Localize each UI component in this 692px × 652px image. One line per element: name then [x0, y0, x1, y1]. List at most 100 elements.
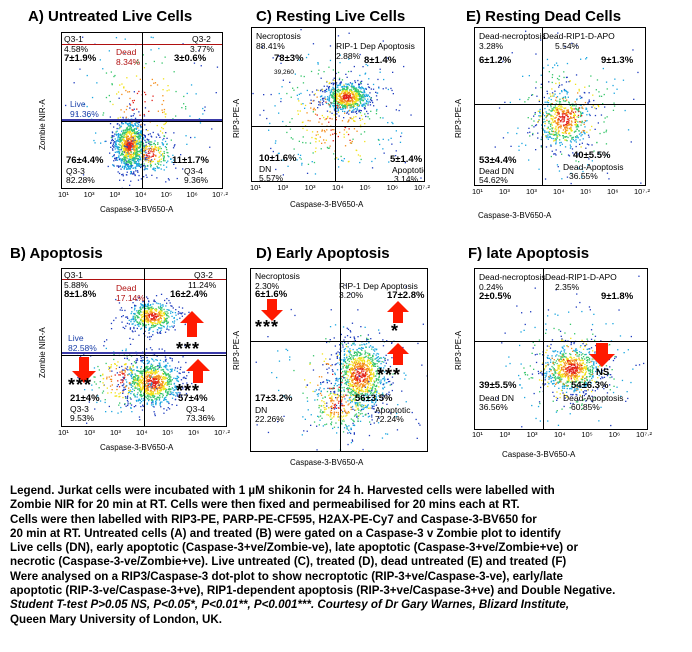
x-tick-label: 10¹: [58, 428, 69, 437]
dead-label: Dead: [116, 283, 137, 293]
x-tick-label: 10¹: [250, 183, 261, 192]
legend-line: Legend. Jurkat cells were incubated with…: [10, 484, 555, 497]
q2-pct: 5.54%: [555, 41, 580, 51]
x-axis-label: Caspase-3-BV650-A: [290, 200, 364, 209]
panel-b: B) Apoptosis Zombie NIR-A Q3-1 5.88% 8±1…: [0, 240, 230, 480]
legend-line: Live cells (DN), early apoptotic (Caspas…: [10, 541, 578, 555]
x-tick-label: 10⁴: [332, 183, 344, 192]
legend-line: Queen Mary University of London, UK.: [10, 612, 222, 626]
q3-stat: 17±3.2%: [255, 393, 293, 404]
significance-stars: *: [391, 321, 400, 341]
q2-pct: 2.88%: [336, 51, 361, 61]
q1-stat: 6±1.2%: [479, 55, 512, 66]
y-axis-label: Zombie NIR-A: [38, 99, 47, 150]
quadrant-hline: [251, 341, 427, 342]
down-arrow-icon: [72, 357, 96, 383]
q2-name: RIP-1 Dep Apoptosis: [339, 281, 418, 291]
q1-pct: 0.24%: [479, 282, 504, 292]
q3-name: DN: [255, 405, 268, 415]
live-label: Live: [68, 333, 84, 343]
panel-e: E) Resting Dead Cells RIP3-PE-A Dead-nec…: [454, 0, 692, 240]
q1-pct: 4.58%: [64, 44, 89, 54]
x-tick-label: 10³: [109, 190, 121, 199]
q4-pct: 9.36%: [184, 175, 209, 185]
significance-stars: ***: [176, 381, 201, 401]
q2-stat: 9±1.8%: [601, 291, 634, 302]
q2-name: Dead-RIP1-D-APO: [545, 272, 617, 282]
panel-title: A) Untreated Live Cells: [28, 8, 193, 25]
q4-pct: 60.85%: [571, 402, 600, 412]
q4-stat: 57±4%: [178, 393, 208, 404]
x-tick-label: 10³: [304, 183, 316, 192]
q2-stat: 16±2.4%: [170, 289, 208, 300]
q1-pct: 3.28%: [479, 41, 504, 51]
q4-name: Q3-4: [184, 166, 203, 176]
quadrant-vline: [542, 28, 543, 185]
q3-name: DN: [259, 164, 272, 174]
y-axis-label: RIP3-PE-A: [232, 98, 241, 138]
q1-stat: 78±3%: [274, 53, 304, 64]
dots-a: [65, 36, 219, 188]
q4-name: Apoptotic: [392, 165, 425, 175]
q3-pct: 36.56%: [479, 402, 508, 412]
q4-name: Dead-Apoptosis: [563, 162, 624, 172]
x-tick-label: 10⁵: [160, 190, 173, 199]
q4-stat: 5±1.4%: [390, 154, 423, 165]
q4-stat: 56±3.5%: [355, 393, 393, 404]
cell-count: 39,260: [274, 69, 294, 76]
q1-pct: 5.88%: [64, 280, 89, 290]
x-axis-label: Caspase-3-BV650-A: [100, 443, 174, 452]
dead-label: Dead: [116, 47, 137, 57]
x-tick-label: 10⁷·²: [212, 190, 229, 199]
q4-pct: 73.36%: [186, 413, 215, 423]
x-tick-label: 10¹: [472, 430, 483, 439]
q2-pct: 2.35%: [555, 282, 580, 292]
dead-pct: 8.34%: [116, 57, 141, 67]
q1-pct: 2.30%: [255, 281, 280, 291]
legend-line: Student T-test P>0.05 NS, P<0.05*, P<0.0…: [10, 598, 570, 612]
x-tick-label: 10⁶: [607, 187, 619, 196]
q2-pct: 3.20%: [339, 290, 364, 300]
q2-name: RIP-1 Dep Apoptosis: [336, 41, 415, 51]
dots-d: [255, 284, 427, 451]
q3-stat: 21±4%: [70, 393, 100, 404]
y-axis-label: RIP3-PE-A: [454, 98, 463, 138]
q3-pct: 9.53%: [70, 413, 95, 423]
up-arrow-icon: [387, 343, 409, 365]
quadrant-vline: [543, 269, 544, 429]
x-tick-label: 10⁶: [188, 428, 200, 437]
down-arrow-icon: [589, 343, 615, 367]
x-tick-label: 10⁶: [386, 183, 399, 192]
q2-pct: 3.77%: [190, 44, 215, 54]
significance-stars: ***: [377, 365, 402, 385]
x-tick-label: 10⁵: [580, 187, 592, 196]
dot-plot: Dead-necroptosis 3.28% 6±1.2% Dead-RIP1-…: [474, 27, 646, 186]
x-axis-label: Caspase-3-BV650-A: [100, 205, 174, 214]
y-axis-label: RIP3-PE-A: [232, 330, 241, 370]
quadrant-vline: [335, 28, 336, 181]
figure-legend: Legend. Jurkat cells were incubated with…: [10, 484, 686, 627]
up-arrow-icon: [180, 311, 204, 337]
q1-name: Q3-1: [64, 34, 83, 44]
up-arrow-icon: [186, 359, 210, 383]
q4-name: Apoptotic: [375, 405, 411, 415]
q1-stat: 6±1.6%: [255, 289, 288, 300]
quadrant-vline: [144, 269, 145, 426]
q2-name: Dead-RIP1-D-APO: [543, 31, 615, 41]
x-tick-label: 10⁴: [135, 190, 147, 199]
legend-line: Zombie NIR for 20 min at RT. Cells were …: [10, 498, 520, 512]
q3-stat: 10±1.6%: [259, 153, 297, 164]
legend-line: apoptotic (RIP-3-ve/Caspase-3+ve), RIP1-…: [10, 584, 616, 598]
x-tick-label: 10¹: [472, 187, 483, 196]
x-tick-label: 10³: [499, 187, 510, 196]
x-tick-label: 10⁷·²: [636, 430, 653, 439]
q1-name: Q3-1: [64, 270, 83, 280]
quadrant-hline: [475, 341, 647, 342]
q3-pct: 82.28%: [66, 175, 95, 185]
q1-stat: 7±1.9%: [64, 53, 97, 64]
significance-stars: ***: [176, 339, 201, 359]
x-tick-label: 10⁴: [553, 187, 565, 196]
x-tick-label: 10⁷·²: [414, 183, 431, 192]
live-label: Live: [70, 99, 86, 109]
live-pct: 91.36%: [70, 109, 99, 119]
